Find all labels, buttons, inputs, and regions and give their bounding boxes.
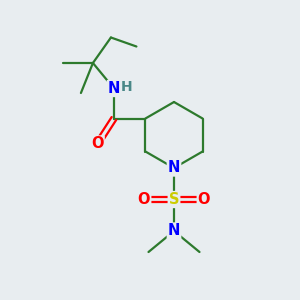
Text: O: O: [198, 192, 210, 207]
Text: O: O: [138, 192, 150, 207]
Text: O: O: [91, 136, 104, 152]
Text: N: N: [108, 81, 120, 96]
Text: S: S: [169, 192, 179, 207]
Text: H: H: [121, 80, 132, 94]
Text: N: N: [168, 224, 180, 238]
Text: N: N: [168, 160, 180, 175]
